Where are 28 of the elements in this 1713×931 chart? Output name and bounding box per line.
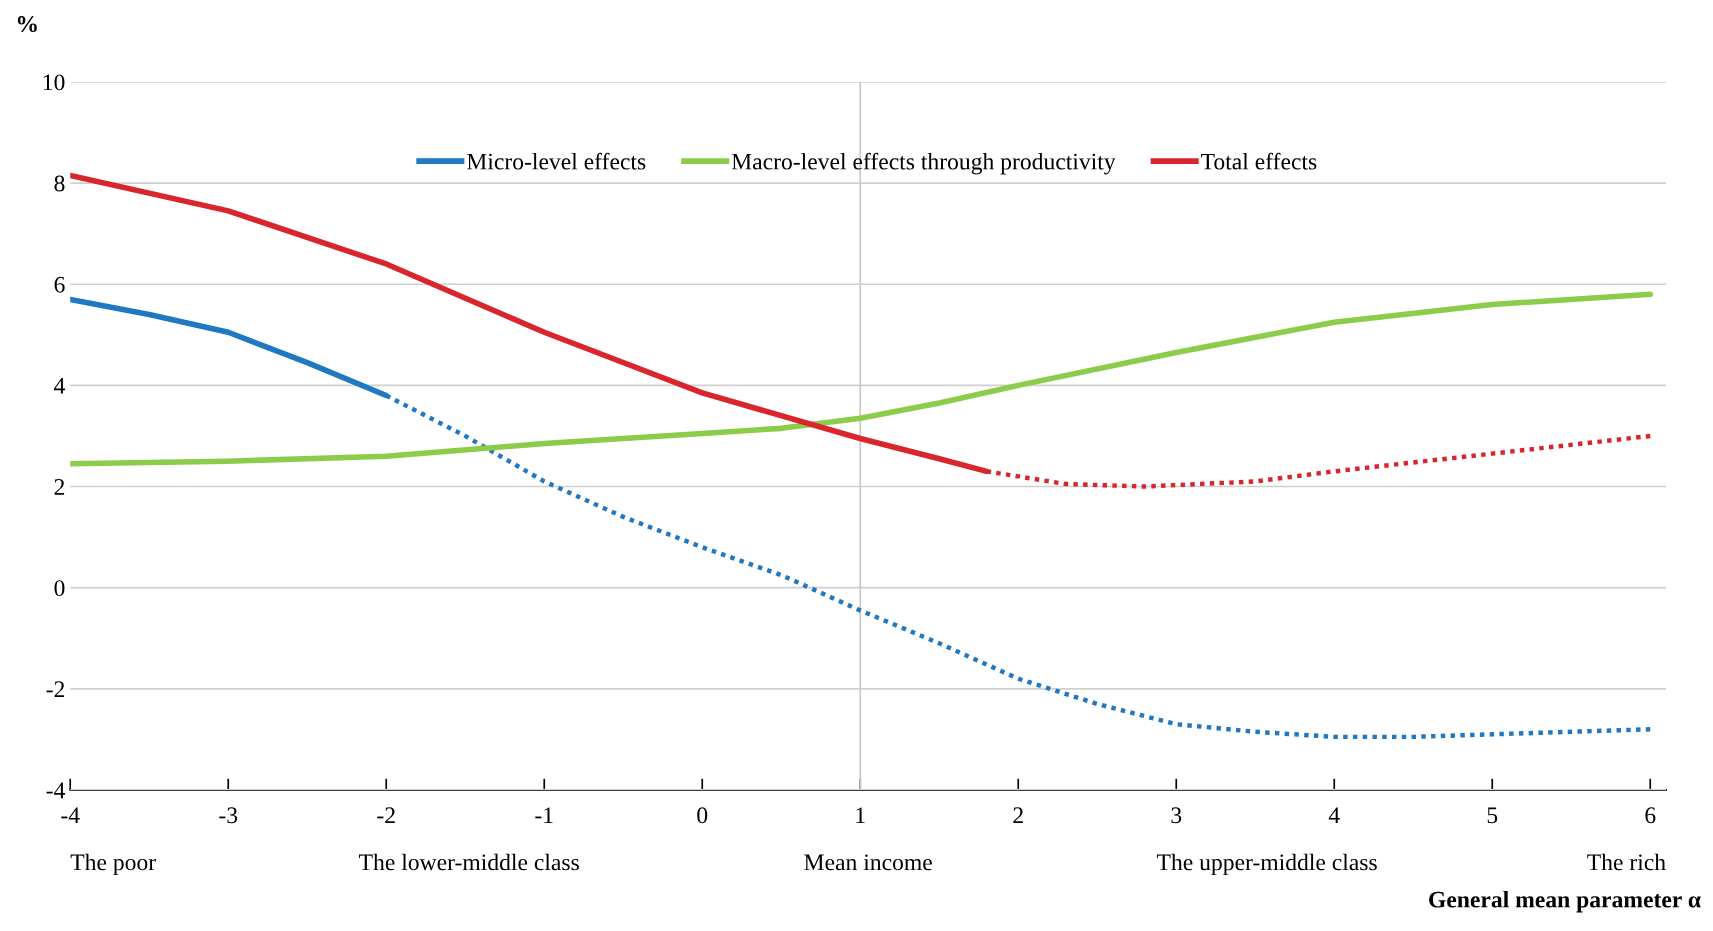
x-tick-label: 1 [856, 807, 865, 823]
legend-label: Total effects [1201, 152, 1317, 170]
y-tick-label: 10 [43, 74, 65, 91]
x-tick-label: 6 [1645, 807, 1656, 824]
x-axis-title: General mean parameter α [1429, 890, 1701, 913]
x-tick-label: -2 [377, 807, 395, 823]
y-tick-label: 2 [54, 479, 65, 495]
y-tick-label: 8 [54, 175, 65, 192]
y-tick-label: 6 [54, 276, 65, 293]
text: The upper-middle class [1156, 853, 1377, 876]
x-tick-label: 5 [1487, 807, 1498, 824]
x-tick-label: 4 [1328, 807, 1340, 823]
x-tick-label: 3 [1171, 807, 1182, 824]
text: The rich [1587, 853, 1666, 871]
legend-label: Micro-level effects [467, 152, 646, 170]
y-tick-label: -2 [46, 681, 65, 697]
y-tick-label: -4 [46, 782, 65, 799]
x-tick-label: 2 [1013, 807, 1023, 823]
text: Mean income [804, 854, 932, 871]
x-tick-label: -3 [219, 807, 238, 824]
y-tick-label: 0 [54, 580, 65, 597]
y-tick-label: 4 [54, 378, 65, 394]
x-tick-label: -1 [535, 807, 553, 823]
y-axis-title: % [17, 16, 37, 33]
text: The lower-middle class [359, 853, 579, 871]
text: The poor [70, 853, 156, 876]
x-tick-label: 0 [697, 807, 708, 824]
legend-label: Macro-level effects through productivity [731, 152, 1116, 175]
